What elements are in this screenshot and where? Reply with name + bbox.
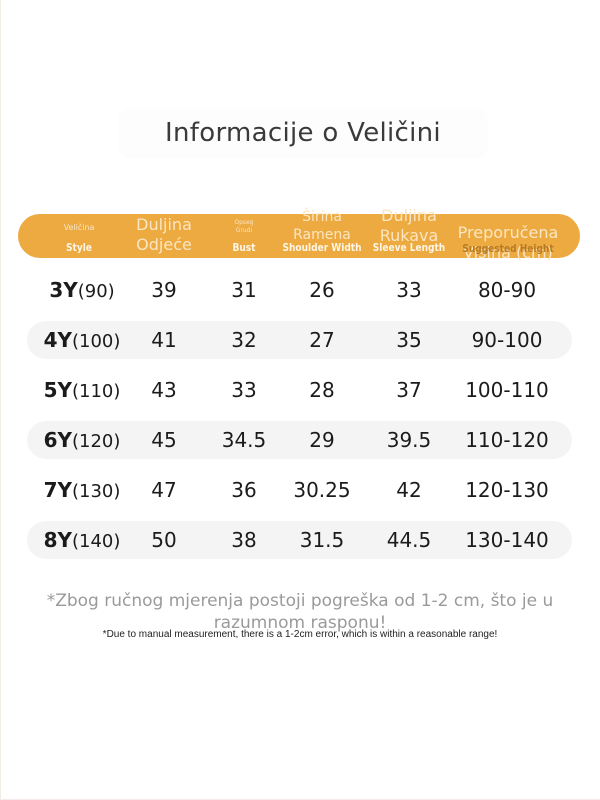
table-row: 7Y(130) 47 36 30.25 42 120-130 — [27, 471, 572, 509]
header-size: Veličina Style — [48, 214, 110, 258]
header-size-hr: Veličina — [63, 223, 95, 232]
cell-sleeve: 37 — [396, 378, 422, 402]
cell-size: 6Y(120) — [43, 428, 121, 452]
measurement-note-hr: *Zbog ručnog mjerenja postoji pogreška o… — [46, 591, 554, 633]
table-row: 5Y(110) 43 33 28 37 100-110 — [27, 371, 572, 409]
header-height: Preporučena Visina (cm) Suggested Height — [450, 214, 566, 262]
table-row: 3Y(90) 39 31 26 33 80-90 — [27, 271, 572, 309]
cell-shoulder: 28 — [309, 378, 335, 402]
cell-sleeve: 42 — [396, 478, 422, 502]
cell-bust: 38 — [231, 528, 257, 552]
cell-height: 110-120 — [465, 428, 549, 452]
header-length-hr: Duljina Odjeće — [136, 215, 192, 254]
cell-height: 130-140 — [465, 528, 549, 552]
cell-size: 5Y(110) — [43, 378, 121, 402]
header-height-en: Suggested Height — [462, 242, 554, 255]
cell-bust: 33 — [231, 378, 257, 402]
page-title: Informacije o Veličini — [165, 118, 441, 148]
header-shoulder: Širina Ramena Shoulder Width — [278, 209, 366, 258]
cell-size: 7Y(130) — [43, 478, 121, 502]
cell-shoulder: 27 — [309, 328, 335, 352]
cell-length: 39 — [151, 278, 177, 302]
cell-size: 3Y(90) — [49, 278, 115, 302]
header-shoulder-en: Shoulder Width — [282, 241, 362, 254]
cell-size: 4Y(100) — [43, 328, 121, 352]
cell-sleeve: 33 — [396, 278, 422, 302]
header-height-hr: Preporučena Visina (cm) — [457, 223, 559, 262]
cell-size: 8Y(140) — [43, 528, 121, 552]
header-bust: Opseg Grudi Bust — [216, 214, 272, 258]
cell-length: 47 — [151, 478, 177, 502]
title-box: Informacije o Veličini — [118, 108, 488, 158]
cell-length: 45 — [151, 428, 177, 452]
cell-sleeve: 39.5 — [386, 428, 432, 452]
header-size-en: Style — [66, 241, 92, 254]
cell-bust: 32 — [231, 328, 257, 352]
cell-length: 43 — [151, 378, 177, 402]
measurement-note-en: *Due to manual measurement, there is a 1… — [102, 629, 498, 640]
header-bust-hr: Opseg Grudi — [234, 219, 254, 234]
cell-shoulder: 31.5 — [299, 528, 345, 552]
cell-height: 100-110 — [465, 378, 549, 402]
cell-bust: 31 — [231, 278, 257, 302]
header-length: Duljina Odjeće — [122, 214, 206, 258]
cell-height: 80-90 — [477, 278, 537, 302]
cell-sleeve: 44.5 — [386, 528, 432, 552]
cell-length: 50 — [151, 528, 177, 552]
header-sleeve-en: Sleeve Length — [372, 241, 446, 254]
cell-height: 90-100 — [471, 328, 543, 352]
cell-height: 120-130 — [465, 478, 549, 502]
table-row: 8Y(140) 50 38 31.5 44.5 130-140 — [27, 521, 572, 559]
table-row: 6Y(120) 45 34.5 29 39.5 110-120 — [27, 421, 572, 459]
cell-length: 41 — [151, 328, 177, 352]
header-shoulder-hr: Širina Ramena — [293, 209, 351, 243]
header-sleeve: Duljina Rukava Sleeve Length — [368, 206, 450, 258]
cell-shoulder: 26 — [309, 278, 335, 302]
header-sleeve-hr: Duljina Rukava — [379, 206, 439, 245]
cell-sleeve: 35 — [396, 328, 422, 352]
table-row: 4Y(100) 41 32 27 35 90-100 — [27, 321, 572, 359]
cell-shoulder: 30.25 — [293, 478, 351, 502]
cell-shoulder: 29 — [309, 428, 335, 452]
cell-bust: 36 — [231, 478, 257, 502]
table-header: Veličina Style Duljina Odjeće Opseg Grud… — [18, 206, 580, 262]
cell-bust: 34.5 — [221, 428, 267, 452]
header-bust-en: Bust — [232, 241, 256, 254]
